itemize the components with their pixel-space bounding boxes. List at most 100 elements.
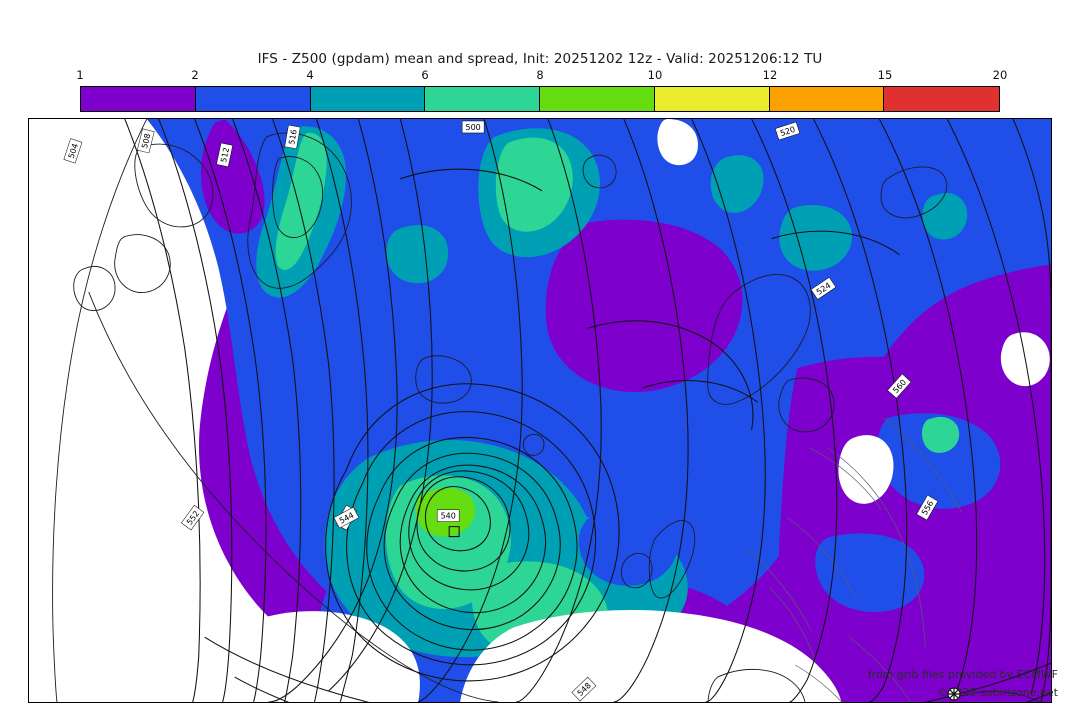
border-balkans	[849, 636, 912, 702]
svg-text:520: 520	[779, 125, 796, 138]
contour-556	[878, 119, 978, 696]
spread-band-6-8-scandinavia	[495, 137, 573, 232]
contour-label-504-left: 504	[63, 138, 83, 164]
coastline-baltic	[778, 377, 835, 433]
svg-text:512: 512	[219, 147, 231, 164]
contour-label-516-left: 516	[284, 124, 301, 150]
coastline-black-sea	[956, 691, 1041, 702]
spread-band-below-1-italy	[838, 435, 894, 504]
colorbar-segment-4-6	[310, 87, 426, 111]
contour-536	[515, 119, 602, 702]
contour-labels: 500 504 508 512 516 520	[63, 120, 939, 702]
spread-band-1-2-north	[200, 119, 265, 234]
colorbar-segment-10-12	[654, 87, 770, 111]
contour-low-5	[399, 464, 546, 614]
spread-band-below-1-smallA	[657, 119, 698, 166]
colorbar-segment-8-10	[540, 87, 655, 111]
svg-text:504: 504	[67, 142, 80, 159]
spread-band-2-4-biscay	[578, 508, 678, 586]
spread-band-4-6-barents	[779, 204, 853, 271]
political-borders	[745, 417, 962, 702]
spread-band-6-8-greenland	[275, 132, 327, 271]
contour-label-520-upper: 520	[774, 121, 801, 141]
coastline-baffin	[134, 143, 214, 228]
geopotential-contours	[124, 119, 1051, 702]
border-eastern-europe-1	[827, 447, 926, 648]
contour-label-512-left: 512	[216, 142, 234, 168]
spread-band-2-4-eastpatch2	[815, 533, 925, 613]
coastline-great-britain	[648, 520, 696, 599]
contour-520	[315, 119, 369, 702]
contour-532	[418, 119, 523, 702]
colorbar-tick-2: 2	[191, 68, 199, 82]
spread-band-4-6-patchA	[386, 225, 449, 284]
contour-low-6	[408, 470, 530, 591]
coastline-ireland	[621, 552, 653, 589]
coastline-svalbard	[582, 154, 617, 189]
border-central-europe-2	[745, 547, 812, 632]
weather-map[interactable]: 500 504 508 512 516 520	[28, 118, 1052, 703]
colorbar-segment-6-8	[425, 87, 540, 111]
contour-528-spiral	[328, 119, 433, 692]
contour-552	[812, 119, 908, 702]
coastline-france	[707, 668, 806, 702]
contour-label-500-top: 500	[461, 120, 485, 134]
coastline-faroe	[523, 433, 545, 456]
colorbar-strip	[80, 86, 1000, 112]
attribution-source: from grib files provided by ECMWF	[867, 668, 1058, 681]
colorbar-segment-15-20	[884, 87, 999, 111]
coastline-islands	[523, 154, 948, 456]
contour-label-540-low: 540	[436, 509, 460, 522]
coastline-greenland	[247, 132, 352, 289]
colorbar-tick-6: 6	[421, 68, 429, 82]
contour-504	[158, 119, 233, 702]
contour-low-center-marker	[448, 526, 460, 538]
contour-label-508-left: 508	[137, 128, 155, 154]
colorbar-tick-20: 20	[992, 68, 1008, 82]
contour-label-556-far: 556	[916, 494, 939, 521]
colorbar-tick-12: 12	[762, 68, 778, 82]
contour-560	[946, 119, 1046, 696]
colorbar-segment-1-2	[81, 87, 196, 111]
coastline-labrador	[114, 234, 171, 293]
svg-text:516: 516	[287, 129, 299, 146]
coastline-novaya-zemlya	[880, 166, 948, 219]
spread-band-6-8-patchC	[921, 416, 960, 453]
border-germany	[769, 587, 816, 662]
contour-544	[691, 119, 766, 702]
colorbar-tick-1: 1	[76, 68, 84, 82]
contour-516	[272, 119, 335, 702]
contour-512	[232, 119, 302, 702]
attribution-copyright: ©2025 subirizone.net	[937, 686, 1058, 699]
colorbar-tick-8: 8	[536, 68, 544, 82]
colorbar-segment-12-15	[769, 87, 885, 111]
colorbar-tick-15: 15	[877, 68, 893, 82]
contour-524-closed	[268, 119, 398, 702]
coastline-scandinavia	[707, 274, 811, 405]
coastline-hudson	[73, 266, 116, 311]
contour-568-south	[204, 636, 1051, 702]
coastline-greenland-inner	[272, 156, 324, 239]
svg-text:500: 500	[466, 123, 481, 132]
contour-low-7	[416, 476, 511, 572]
contour-low-1	[325, 383, 620, 682]
site-logo-icon	[947, 687, 961, 701]
colorbar-tick-10: 10	[647, 68, 663, 82]
svg-text:508: 508	[140, 133, 152, 150]
spread-band-4-6-patchB	[922, 192, 968, 240]
contour-wiggle-2	[641, 380, 758, 403]
coastline-iceland	[415, 355, 472, 404]
spread-shading	[29, 119, 1051, 702]
border-central-europe-1	[787, 517, 856, 598]
contour-low-2	[346, 411, 597, 666]
contour-500	[124, 119, 201, 702]
projection-arc-left	[52, 119, 148, 702]
contour-wiggle-4	[771, 230, 900, 255]
colorbar	[80, 86, 1000, 112]
contour-low-8	[424, 486, 491, 552]
contour-low-3	[366, 436, 578, 651]
contour-wiggle-3	[400, 168, 543, 192]
colorbar-tick-4: 4	[306, 68, 314, 82]
colorbar-segment-2-4	[195, 87, 311, 111]
spread-band-1-2-east	[778, 356, 1051, 702]
